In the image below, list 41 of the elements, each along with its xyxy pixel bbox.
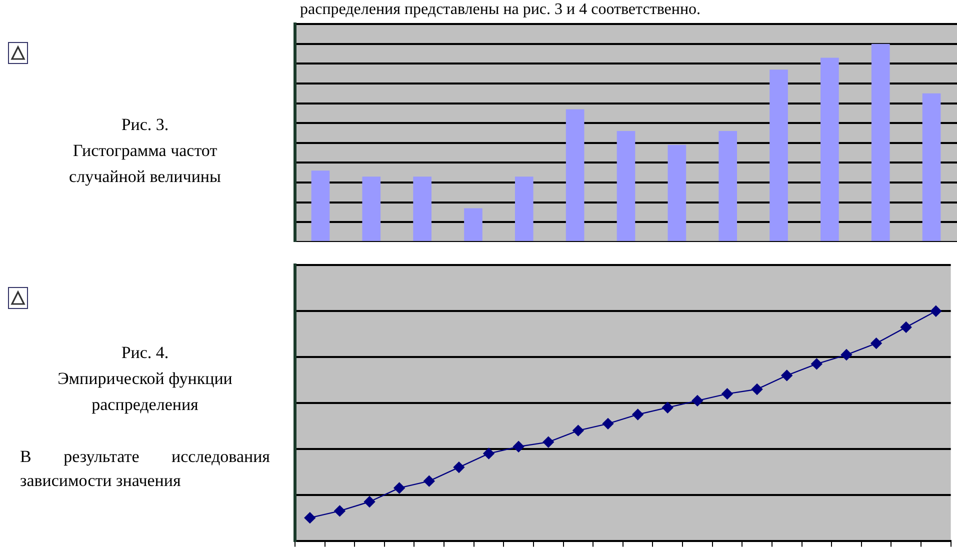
bar bbox=[362, 176, 381, 241]
bar bbox=[820, 58, 839, 241]
point bbox=[572, 424, 584, 436]
point bbox=[394, 482, 405, 494]
bar bbox=[718, 131, 738, 241]
bar bbox=[871, 44, 890, 241]
point bbox=[692, 395, 704, 406]
point bbox=[751, 384, 763, 395]
bar bbox=[311, 170, 330, 241]
point bbox=[781, 370, 792, 382]
bar bbox=[616, 131, 636, 241]
text: Эмпирической функции распределения bbox=[56, 368, 234, 416]
point bbox=[930, 306, 942, 317]
point bbox=[364, 496, 376, 508]
point bbox=[602, 418, 614, 430]
point bbox=[632, 408, 644, 420]
bar bbox=[770, 70, 788, 241]
point bbox=[304, 512, 316, 524]
point bbox=[662, 402, 674, 414]
bar bbox=[668, 144, 686, 241]
point bbox=[542, 436, 554, 448]
point bbox=[722, 388, 733, 400]
bar bbox=[514, 176, 534, 241]
bar bbox=[922, 93, 941, 241]
text: Рис. 3. bbox=[120, 114, 170, 136]
point bbox=[811, 358, 822, 370]
point bbox=[870, 338, 882, 349]
bar bbox=[566, 109, 584, 241]
point bbox=[424, 475, 435, 487]
point bbox=[840, 349, 852, 360]
text: В результате исследования зависимости значения bbox=[20, 446, 270, 492]
bar bbox=[464, 208, 482, 241]
point bbox=[483, 448, 494, 460]
bar bbox=[413, 176, 432, 241]
text: Гистограмма частот случайной величины bbox=[68, 140, 222, 188]
point bbox=[334, 505, 346, 517]
text: Рис. 4. bbox=[120, 342, 170, 364]
point bbox=[453, 462, 465, 473]
point bbox=[512, 441, 524, 452]
text: распределения представлены на рис. 3 и 4 соответственно. bbox=[300, 1, 700, 19]
point bbox=[900, 322, 912, 333]
